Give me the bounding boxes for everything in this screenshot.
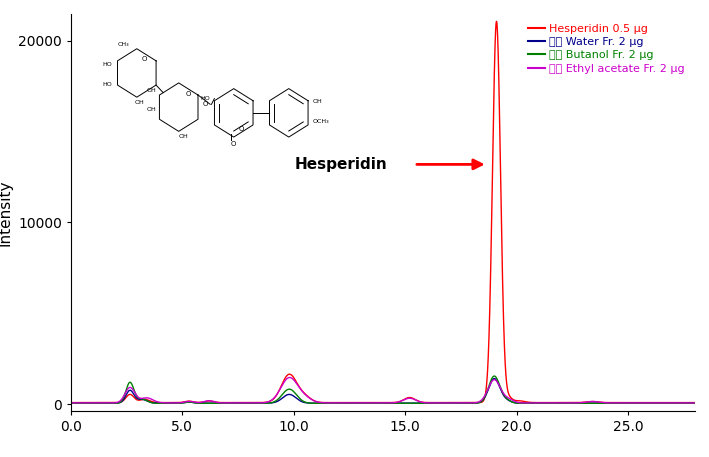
Legend: Hesperidin 0.5 μg, 레모 Water Fr. 2 μg, 레모 Butanol Fr. 2 μg, 레모 Ethyl acetate Fr. : Hesperidin 0.5 μg, 레모 Water Fr. 2 μg, 레모… <box>524 19 689 78</box>
Text: Hesperidin: Hesperidin <box>294 157 387 172</box>
Y-axis label: Intensity: Intensity <box>0 179 13 246</box>
